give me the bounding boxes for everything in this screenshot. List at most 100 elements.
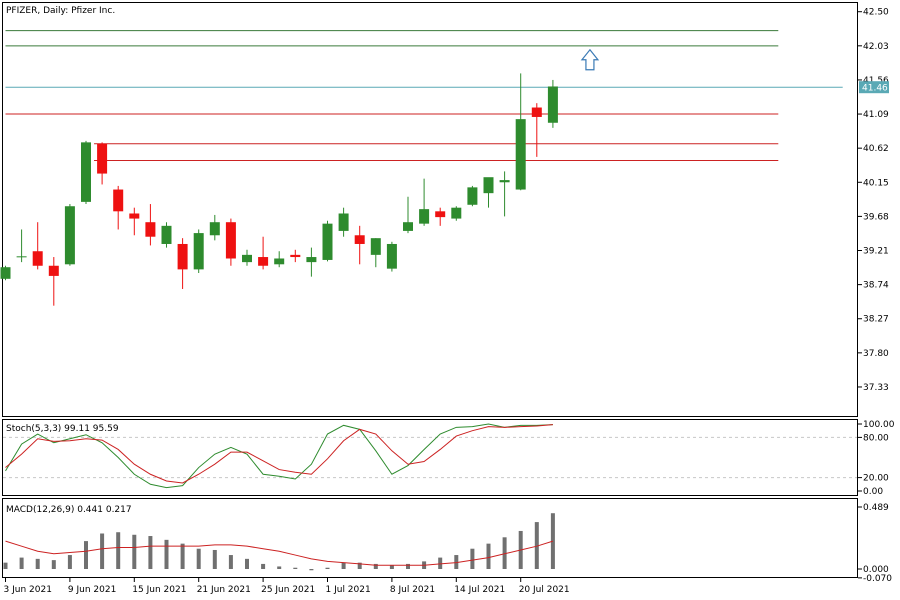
macd-histogram-bar bbox=[84, 541, 88, 569]
candle-body bbox=[370, 238, 381, 255]
candle-body bbox=[129, 213, 140, 219]
macd-histogram-bar bbox=[309, 569, 314, 571]
candle-body bbox=[467, 187, 478, 205]
date-tick-label: 20 Jul 2021 bbox=[519, 585, 570, 595]
price-tick-label: 40.15 bbox=[863, 178, 889, 188]
candle-body bbox=[97, 143, 108, 174]
price-chart-title: PFIZER, Daily: Pfizer Inc. bbox=[6, 6, 115, 16]
candle-body bbox=[451, 207, 462, 219]
candle[interactable] bbox=[435, 207, 446, 226]
macd-histogram-bar bbox=[406, 563, 410, 569]
candle-body bbox=[16, 256, 27, 258]
price-panel[interactable] bbox=[2, 2, 858, 417]
price-tick-label: 38.74 bbox=[863, 281, 889, 291]
macd-title: MACD(12,26,9) 0.441 0.217 bbox=[6, 505, 132, 515]
macd-histogram-bar bbox=[389, 565, 394, 569]
candle[interactable] bbox=[0, 265, 11, 281]
stoch-tick-label: 0.00 bbox=[863, 487, 883, 497]
candle[interactable] bbox=[483, 177, 494, 208]
candle[interactable] bbox=[290, 249, 301, 263]
macd-histogram-bar bbox=[277, 566, 282, 569]
macd-histogram-bar bbox=[51, 560, 56, 569]
candle[interactable] bbox=[419, 178, 430, 226]
price-tick-label: 41.56 bbox=[863, 76, 889, 86]
candle[interactable] bbox=[16, 229, 27, 263]
candle-body bbox=[386, 243, 397, 269]
candle-body bbox=[177, 243, 188, 270]
candle[interactable] bbox=[177, 238, 188, 289]
candle-body bbox=[547, 86, 558, 123]
macd-histogram-bar bbox=[132, 534, 137, 569]
candle[interactable] bbox=[354, 225, 365, 265]
candle[interactable] bbox=[242, 249, 252, 266]
price-tick-label: 38.27 bbox=[863, 315, 889, 325]
candle[interactable] bbox=[338, 207, 349, 237]
candle[interactable] bbox=[499, 171, 510, 217]
candle[interactable] bbox=[113, 185, 124, 230]
candle[interactable] bbox=[547, 79, 558, 128]
price-tick-label: 41.09 bbox=[863, 110, 889, 120]
candle[interactable] bbox=[129, 207, 140, 236]
candle-body bbox=[193, 233, 204, 270]
macd-histogram-bar bbox=[454, 555, 459, 569]
candle[interactable] bbox=[97, 142, 108, 185]
stoch-title: Stoch(5,3,3) 99.11 95.59 bbox=[6, 424, 119, 434]
candle-body bbox=[258, 257, 269, 266]
candle[interactable] bbox=[81, 140, 91, 205]
candle[interactable] bbox=[515, 73, 526, 191]
candle-body bbox=[48, 265, 59, 276]
candle-body bbox=[32, 251, 43, 266]
candle[interactable] bbox=[48, 257, 59, 306]
macd-histogram-bar bbox=[293, 567, 298, 569]
candle[interactable] bbox=[467, 185, 478, 207]
macd-histogram-bar bbox=[3, 562, 8, 569]
date-tick-label: 1 Jul 2021 bbox=[326, 585, 371, 595]
last-price-badge bbox=[859, 81, 889, 94]
candle-body bbox=[0, 267, 11, 279]
stoch-tick-label: 20.00 bbox=[863, 474, 889, 484]
candle-body bbox=[435, 211, 446, 218]
candle[interactable] bbox=[145, 204, 156, 246]
date-tick-label: 25 Jun 2021 bbox=[261, 585, 315, 595]
price-tick-label: 40.62 bbox=[863, 144, 889, 154]
date-tick-label: 3 Jun 2021 bbox=[4, 585, 52, 595]
date-tick-label: 15 Jun 2021 bbox=[132, 585, 186, 595]
macd-histogram-bar bbox=[100, 533, 105, 569]
candle[interactable] bbox=[322, 220, 333, 262]
candle-body bbox=[81, 142, 91, 202]
macd-tick-label: 0.000 bbox=[863, 565, 889, 575]
candle[interactable] bbox=[274, 251, 285, 268]
candle-body bbox=[113, 189, 124, 212]
candle[interactable] bbox=[258, 236, 269, 270]
candle-body bbox=[515, 119, 526, 190]
candle[interactable] bbox=[64, 204, 75, 266]
macd-histogram-bar bbox=[245, 558, 249, 569]
candle[interactable] bbox=[531, 103, 542, 157]
candle-body bbox=[64, 206, 75, 265]
macd-histogram-bar bbox=[534, 522, 539, 569]
candle[interactable] bbox=[403, 196, 413, 234]
candle[interactable] bbox=[451, 206, 462, 221]
candle-body bbox=[403, 222, 413, 231]
candle[interactable] bbox=[306, 247, 317, 277]
candle[interactable] bbox=[161, 222, 172, 248]
macd-histogram-bar bbox=[35, 558, 40, 569]
candle[interactable] bbox=[370, 238, 381, 268]
candle[interactable] bbox=[193, 229, 204, 274]
candle[interactable] bbox=[386, 241, 397, 272]
stoch-signal-line bbox=[5, 424, 553, 484]
macd-histogram-bar bbox=[228, 555, 233, 569]
candle-body bbox=[419, 209, 430, 224]
macd-histogram-bar bbox=[180, 543, 185, 569]
stoch-tick-label: 100.00 bbox=[863, 420, 895, 430]
date-tick-label: 21 Jun 2021 bbox=[197, 585, 251, 595]
price-tick-label: 42.03 bbox=[863, 42, 889, 52]
up-arrow-icon[interactable] bbox=[580, 48, 600, 71]
candle[interactable] bbox=[209, 214, 220, 241]
candle[interactable] bbox=[225, 218, 236, 266]
macd-histogram-bar bbox=[67, 555, 72, 569]
macd-histogram-bar bbox=[196, 548, 201, 569]
candle[interactable] bbox=[32, 222, 43, 270]
date-tick-label: 8 Jul 2021 bbox=[390, 585, 435, 595]
